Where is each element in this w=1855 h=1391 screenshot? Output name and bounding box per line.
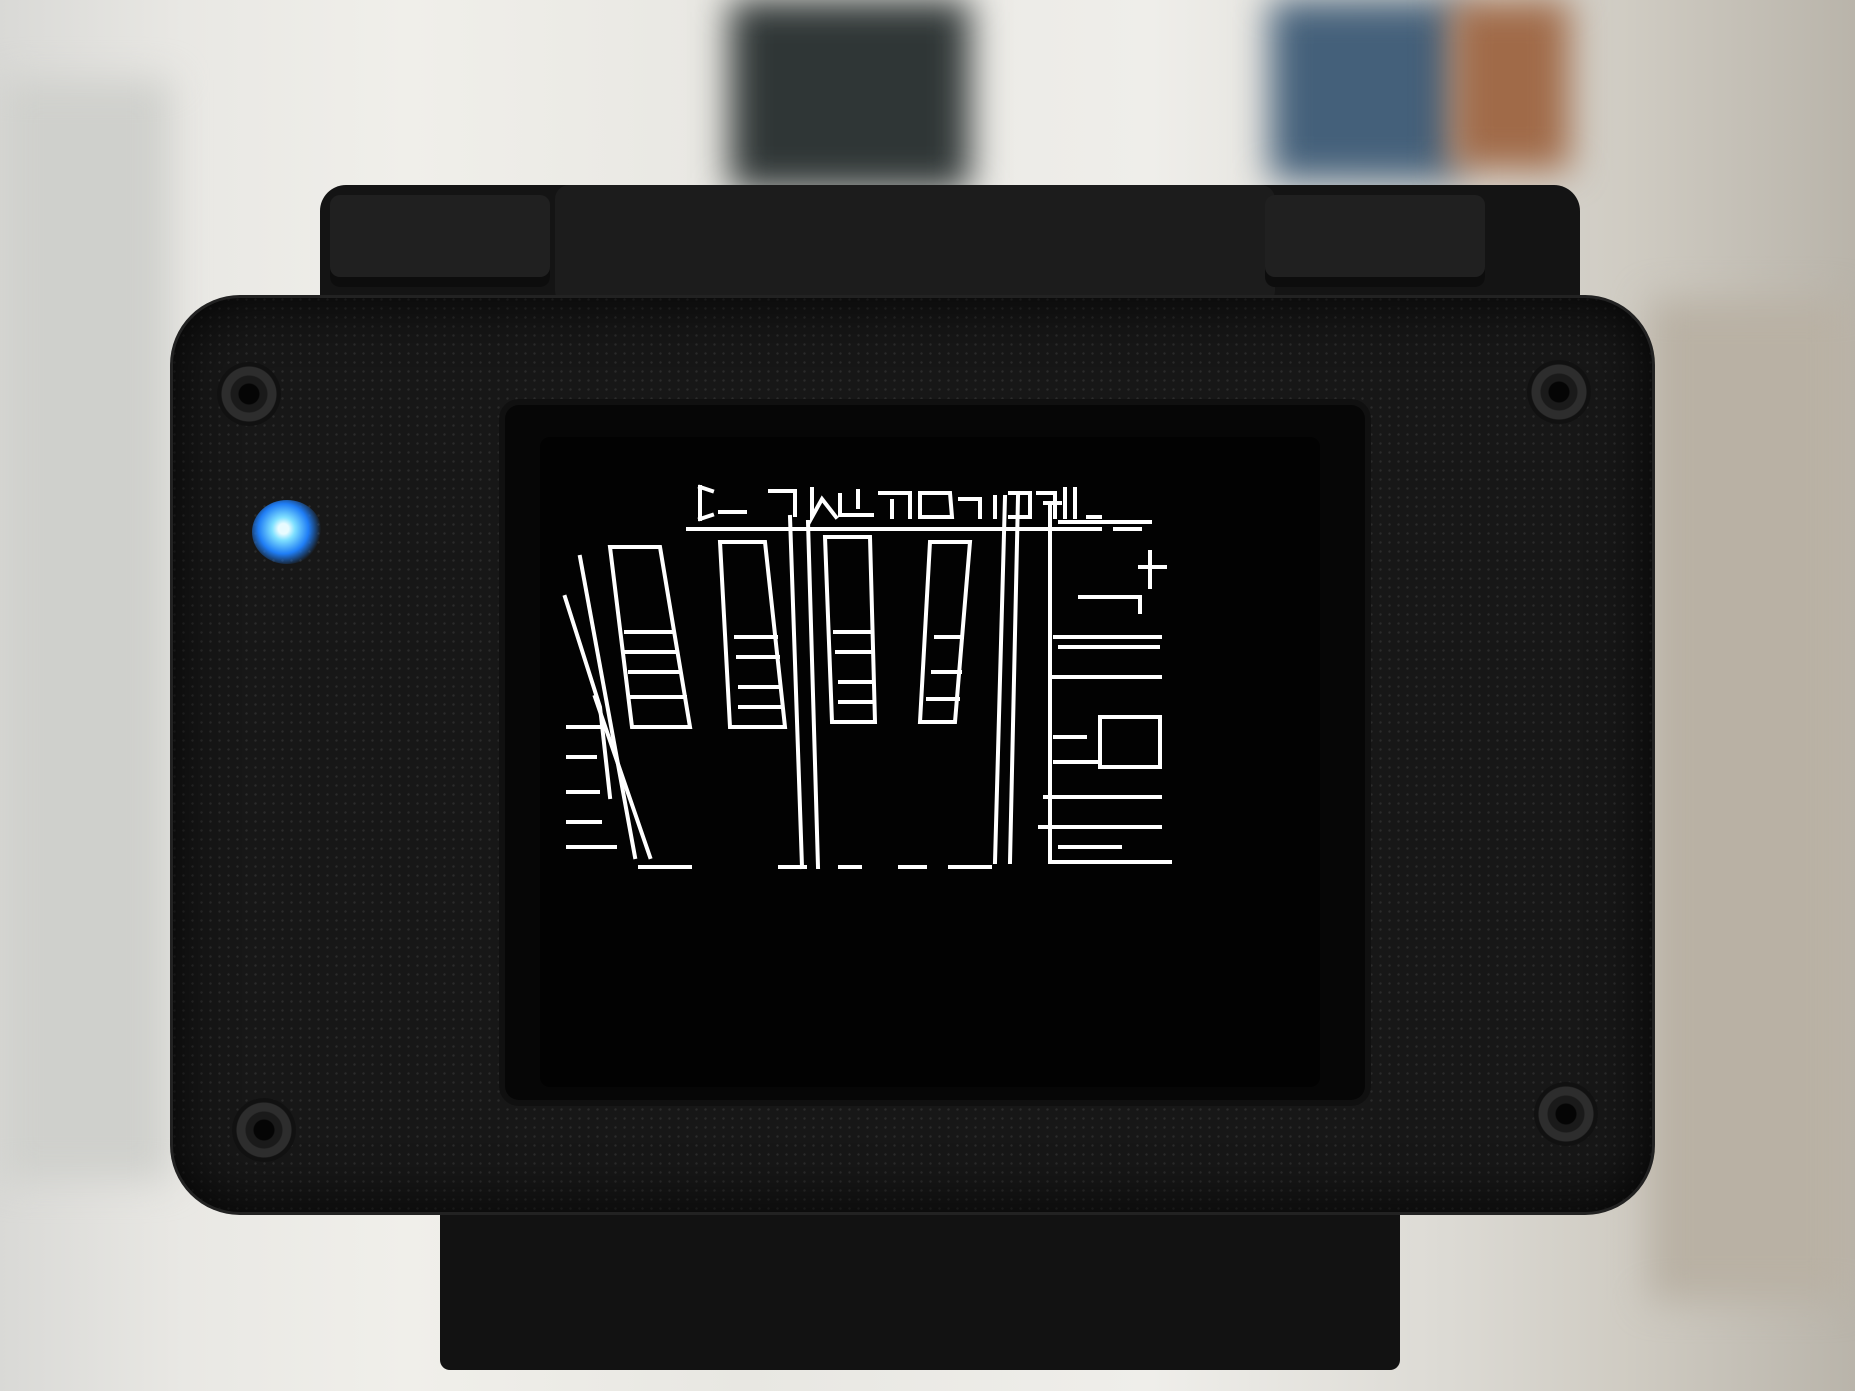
cabinet-right: [1038, 505, 1172, 864]
screw-top-left: [217, 362, 281, 426]
background-shelf-dark: [730, 0, 970, 190]
background-shelf-orange: [1450, 0, 1570, 170]
background-left-edge: [0, 80, 170, 1180]
background-shelf-blue: [1270, 0, 1460, 180]
display-header: [686, 484, 1102, 531]
door-3: [822, 535, 878, 724]
door-2: [717, 540, 788, 729]
door-4: [917, 540, 973, 724]
door-1: [607, 545, 693, 729]
screw-bottom-right: [1534, 1082, 1598, 1146]
pillar-left: [787, 514, 821, 870]
edge-detection-render: [562, 484, 1172, 870]
screw-top-right: [1527, 360, 1591, 424]
shelf-left: [562, 554, 653, 860]
hinge-left: [330, 195, 550, 287]
hinge-right: [1265, 195, 1485, 287]
background-right-edge: [1650, 300, 1850, 1300]
pillar-right: [992, 494, 1021, 865]
status-led: [252, 500, 322, 564]
screw-bottom-left: [232, 1098, 296, 1162]
top-lid: [555, 185, 1275, 305]
